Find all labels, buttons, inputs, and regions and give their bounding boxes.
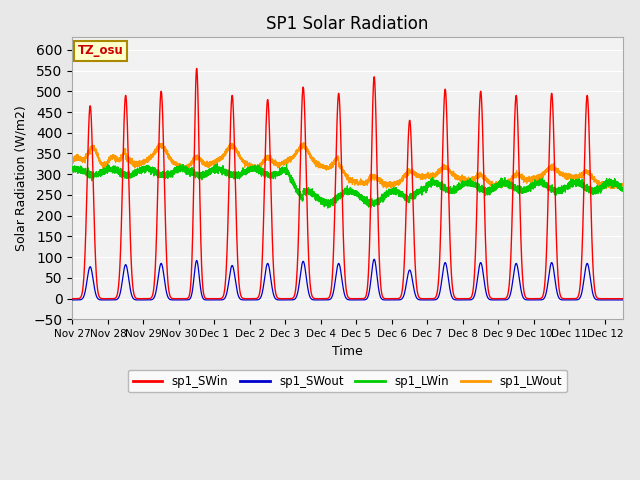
- sp1_SWout: [371, 256, 378, 262]
- sp1_SWin: [193, 66, 200, 72]
- sp1_LWout: [133, 163, 141, 168]
- sp1_LWin: [213, 161, 221, 167]
- sp1_SWout: [611, 297, 618, 303]
- sp1_LWin: [534, 182, 542, 188]
- sp1_LWout: [278, 160, 286, 166]
- sp1_LWin: [68, 166, 76, 171]
- sp1_LWout: [520, 175, 528, 180]
- sp1_LWin: [133, 171, 141, 177]
- sp1_SWin: [230, 139, 238, 144]
- sp1_SWout: [278, 297, 286, 303]
- sp1_SWout: [484, 296, 492, 301]
- sp1_LWout: [602, 186, 610, 192]
- sp1_SWout: [619, 297, 627, 303]
- sp1_LWout: [484, 179, 492, 184]
- sp1_SWin: [619, 296, 627, 301]
- sp1_SWin: [278, 296, 286, 301]
- sp1_LWin: [230, 171, 238, 177]
- sp1_LWout: [300, 140, 307, 145]
- sp1_SWin: [520, 290, 528, 296]
- sp1_SWin: [484, 287, 492, 293]
- sp1_LWin: [619, 185, 627, 191]
- sp1_LWin: [484, 187, 492, 193]
- Line: sp1_SWout: sp1_SWout: [72, 259, 623, 300]
- Legend: sp1_SWin, sp1_SWout, sp1_LWin, sp1_LWout: sp1_SWin, sp1_SWout, sp1_LWin, sp1_LWout: [128, 370, 567, 393]
- Line: sp1_SWin: sp1_SWin: [72, 69, 623, 299]
- sp1_SWout: [230, 270, 238, 276]
- Title: SP1 Solar Radiation: SP1 Solar Radiation: [266, 15, 429, 33]
- Y-axis label: Solar Radiation (W/m2): Solar Radiation (W/m2): [15, 106, 28, 251]
- Text: TZ_osu: TZ_osu: [78, 44, 124, 58]
- sp1_SWout: [520, 296, 528, 302]
- sp1_LWin: [278, 165, 286, 170]
- sp1_LWout: [68, 156, 76, 162]
- Line: sp1_LWin: sp1_LWin: [72, 164, 623, 208]
- sp1_SWout: [68, 297, 76, 303]
- sp1_LWout: [534, 176, 541, 182]
- sp1_LWout: [230, 145, 238, 151]
- sp1_SWin: [534, 296, 541, 301]
- sp1_SWout: [534, 297, 541, 303]
- sp1_LWin: [520, 186, 528, 192]
- sp1_SWin: [68, 296, 76, 301]
- sp1_SWout: [133, 297, 141, 303]
- sp1_SWin: [133, 296, 141, 301]
- X-axis label: Time: Time: [332, 345, 363, 358]
- sp1_LWin: [324, 205, 332, 211]
- sp1_LWout: [619, 183, 627, 189]
- Line: sp1_LWout: sp1_LWout: [72, 143, 623, 189]
